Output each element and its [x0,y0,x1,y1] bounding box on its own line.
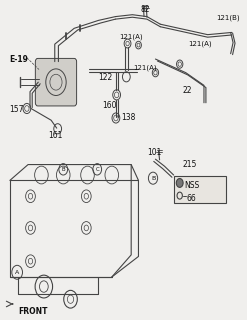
Text: NSS: NSS [185,181,200,190]
Text: B: B [151,176,155,181]
Text: E-19: E-19 [9,55,28,64]
Text: B: B [62,167,65,172]
Text: 215: 215 [182,160,197,170]
FancyBboxPatch shape [174,176,226,203]
Text: 121(A): 121(A) [134,65,157,71]
Text: 157: 157 [9,105,24,114]
Text: 101: 101 [147,148,161,157]
Text: FRONT: FRONT [18,307,47,316]
Text: A: A [15,270,19,275]
FancyBboxPatch shape [35,59,77,106]
Text: 121(A): 121(A) [119,33,143,40]
Text: 82: 82 [141,4,150,13]
Text: 138: 138 [122,113,136,122]
Text: 121(B): 121(B) [216,14,240,20]
Text: 122: 122 [99,73,113,82]
Text: 66: 66 [186,194,196,203]
Text: 161: 161 [48,131,62,140]
Text: 22: 22 [182,86,192,95]
Text: 121(A): 121(A) [188,41,212,47]
Text: 160: 160 [102,101,117,110]
Text: C: C [95,167,99,172]
Circle shape [176,179,183,188]
